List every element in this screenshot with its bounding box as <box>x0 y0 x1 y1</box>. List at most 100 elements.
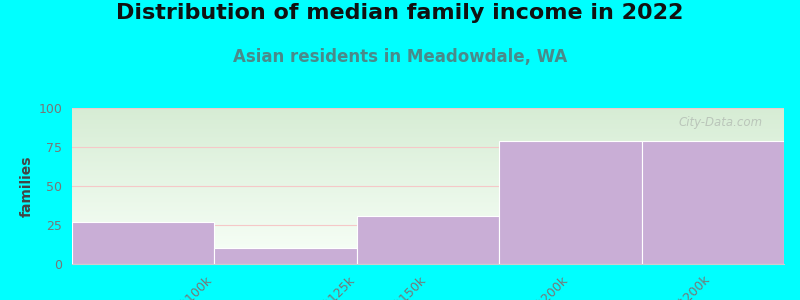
Bar <box>72 201 784 202</box>
Bar <box>72 166 784 167</box>
Bar <box>72 228 784 229</box>
Bar <box>72 245 784 246</box>
Bar <box>72 217 784 218</box>
Bar <box>72 229 784 230</box>
Bar <box>72 204 784 205</box>
Bar <box>72 221 784 222</box>
Bar <box>72 142 784 143</box>
Bar <box>72 127 784 128</box>
Bar <box>72 184 784 185</box>
Bar <box>72 171 784 172</box>
Bar <box>72 244 784 245</box>
Bar <box>72 147 784 148</box>
Text: Asian residents in Meadowdale, WA: Asian residents in Meadowdale, WA <box>233 48 567 66</box>
Bar <box>72 212 784 213</box>
Bar <box>72 172 784 173</box>
Bar <box>72 202 784 203</box>
Bar <box>72 239 784 240</box>
Bar <box>72 159 784 160</box>
Bar <box>72 186 784 187</box>
Bar <box>72 196 784 197</box>
Bar <box>72 242 784 243</box>
Bar <box>72 223 784 224</box>
Bar <box>72 252 784 253</box>
Bar <box>72 226 784 227</box>
Bar <box>72 174 784 175</box>
Bar <box>72 110 784 111</box>
Bar <box>72 140 784 141</box>
Bar <box>72 262 784 263</box>
Bar <box>72 218 784 219</box>
Bar <box>72 257 784 258</box>
Bar <box>72 118 784 119</box>
Bar <box>72 246 784 247</box>
Bar <box>72 192 784 193</box>
Bar <box>72 256 784 257</box>
Bar <box>72 219 784 220</box>
Bar <box>72 260 784 261</box>
Bar <box>72 120 784 121</box>
Bar <box>72 145 784 146</box>
Bar <box>72 139 784 140</box>
Bar <box>72 164 784 165</box>
Bar <box>72 253 784 254</box>
Bar <box>72 143 784 144</box>
Bar <box>72 165 784 166</box>
Bar <box>72 185 784 186</box>
Bar <box>72 259 784 260</box>
Bar <box>72 117 784 118</box>
Bar <box>72 210 784 211</box>
Y-axis label: families: families <box>20 155 34 217</box>
Bar <box>72 158 784 159</box>
Bar <box>72 130 784 131</box>
Bar <box>72 230 784 231</box>
Bar <box>72 215 784 216</box>
Bar <box>72 173 784 174</box>
Bar <box>72 138 784 139</box>
Bar <box>72 136 784 137</box>
Bar <box>72 167 784 168</box>
Bar <box>72 146 784 147</box>
Bar <box>72 162 784 163</box>
Bar <box>72 144 784 145</box>
Bar <box>72 236 784 237</box>
Text: Distribution of median family income in 2022: Distribution of median family income in … <box>116 3 684 23</box>
Bar <box>72 137 784 138</box>
Bar <box>72 128 784 129</box>
Bar <box>72 112 784 113</box>
Bar <box>72 168 784 169</box>
Bar <box>72 153 784 154</box>
Bar <box>499 141 642 264</box>
Bar <box>72 199 784 200</box>
Bar <box>72 134 784 135</box>
Bar <box>72 154 784 155</box>
Bar <box>72 211 784 212</box>
Bar <box>72 150 784 151</box>
Bar <box>72 202 784 203</box>
Bar <box>72 152 784 153</box>
Bar <box>72 187 784 188</box>
Bar <box>72 180 784 181</box>
Bar <box>72 195 784 196</box>
Bar <box>72 155 784 156</box>
Bar <box>72 141 784 142</box>
Bar <box>72 114 784 115</box>
Bar <box>72 234 784 235</box>
Bar <box>72 214 784 215</box>
Bar <box>72 207 784 208</box>
Bar <box>72 122 784 123</box>
Bar <box>72 123 784 124</box>
Bar <box>72 149 784 150</box>
Bar <box>72 238 784 239</box>
Bar <box>72 135 784 136</box>
Bar <box>72 209 784 210</box>
Bar <box>72 193 784 194</box>
Bar <box>72 203 784 204</box>
Bar <box>72 251 784 252</box>
Bar <box>72 179 784 180</box>
Bar <box>72 222 214 264</box>
Bar <box>72 132 784 133</box>
Bar <box>72 243 784 244</box>
Bar <box>72 197 784 198</box>
Bar <box>72 224 784 225</box>
